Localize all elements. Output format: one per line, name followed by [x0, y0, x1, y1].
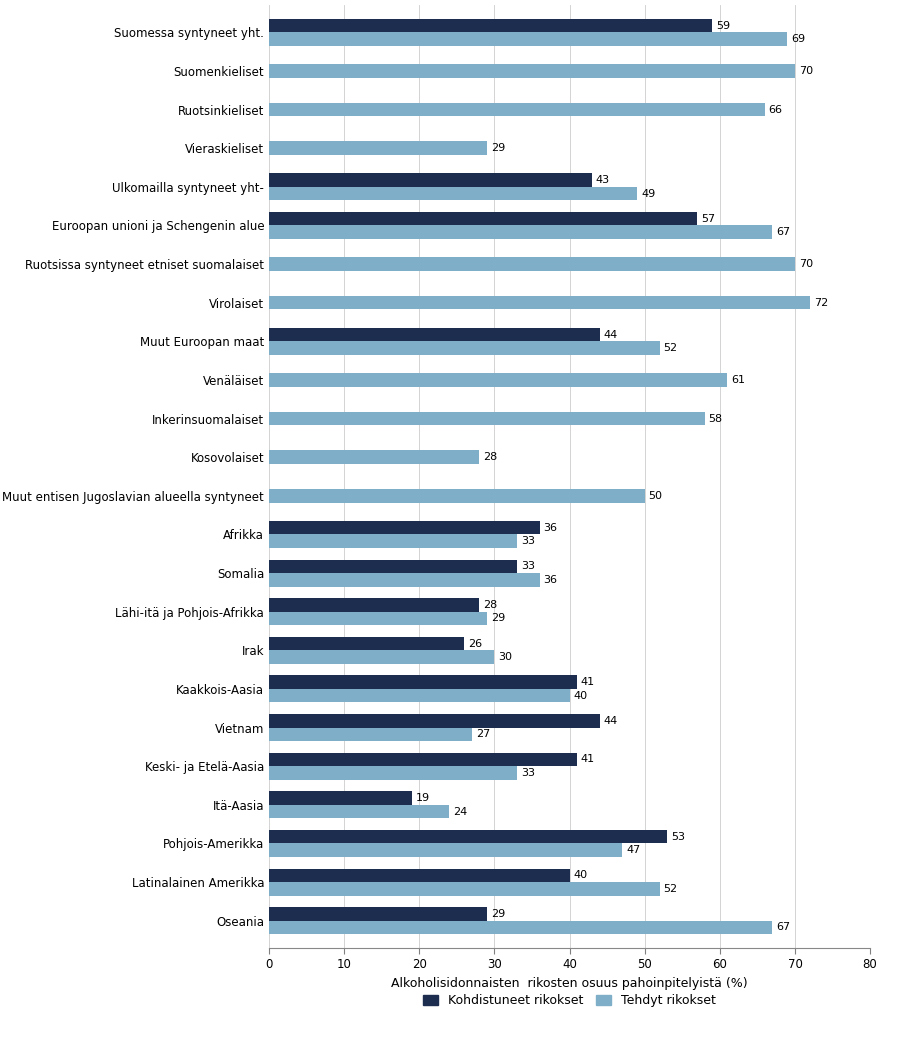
Bar	[269, 651, 494, 663]
Text: 24: 24	[453, 807, 467, 816]
Text: 26: 26	[468, 638, 483, 649]
Bar	[269, 296, 810, 310]
X-axis label: Alkoholisidonnaisten  rikosten osuus pahoinpitelyistä (%): Alkoholisidonnaisten rikosten osuus paho…	[391, 977, 748, 990]
Text: 43: 43	[596, 175, 610, 185]
Text: 19: 19	[415, 793, 430, 803]
Text: 49: 49	[641, 188, 655, 199]
Bar	[269, 412, 705, 425]
Text: 33: 33	[521, 536, 535, 547]
Bar	[269, 882, 659, 895]
Text: 28: 28	[483, 452, 498, 462]
Text: 40: 40	[573, 691, 588, 700]
Bar	[269, 637, 465, 651]
Bar	[269, 869, 570, 882]
Text: 47: 47	[626, 846, 640, 855]
Bar	[269, 257, 795, 271]
Text: 61: 61	[731, 375, 745, 385]
Bar	[269, 373, 727, 386]
Text: 58: 58	[709, 414, 723, 423]
Text: 69: 69	[791, 34, 806, 44]
Bar	[269, 907, 487, 920]
Text: 29: 29	[491, 143, 505, 153]
Bar	[269, 141, 487, 155]
Text: 40: 40	[573, 870, 588, 880]
Bar	[269, 103, 765, 116]
Text: 29: 29	[491, 909, 505, 919]
Text: 66: 66	[769, 104, 783, 115]
Bar	[269, 186, 637, 200]
Text: 44: 44	[604, 716, 618, 726]
Text: 33: 33	[521, 768, 535, 778]
Text: 41: 41	[581, 754, 595, 764]
Bar	[269, 327, 599, 341]
Text: 36: 36	[544, 575, 557, 584]
Bar	[269, 33, 788, 46]
Bar	[269, 675, 577, 689]
Text: 52: 52	[664, 883, 677, 894]
Text: 27: 27	[475, 730, 490, 739]
Bar	[269, 341, 659, 355]
Text: 29: 29	[491, 614, 505, 623]
Bar	[269, 612, 487, 625]
Bar	[269, 830, 667, 843]
Text: 30: 30	[498, 652, 512, 662]
Text: 50: 50	[649, 491, 663, 501]
Bar	[269, 64, 795, 78]
Text: 70: 70	[798, 66, 813, 76]
Text: 59: 59	[716, 21, 730, 31]
Bar	[269, 598, 479, 612]
Legend: Kohdistuneet rikokset, Tehdyt rikokset: Kohdistuneet rikokset, Tehdyt rikokset	[418, 989, 721, 1012]
Bar	[269, 920, 772, 934]
Bar	[269, 843, 623, 857]
Bar	[269, 714, 599, 728]
Text: 67: 67	[776, 227, 790, 237]
Text: 57: 57	[701, 214, 715, 223]
Bar	[269, 212, 697, 225]
Text: 67: 67	[776, 922, 790, 932]
Bar	[269, 521, 539, 535]
Bar	[269, 791, 412, 804]
Text: 52: 52	[664, 343, 677, 353]
Text: 33: 33	[521, 561, 535, 572]
Text: 72: 72	[814, 298, 828, 307]
Bar	[269, 489, 645, 502]
Bar	[269, 573, 539, 587]
Bar	[269, 804, 449, 818]
Bar	[269, 19, 712, 33]
Bar	[269, 753, 577, 767]
Text: 44: 44	[604, 330, 618, 339]
Text: 70: 70	[798, 259, 813, 270]
Bar	[269, 689, 570, 702]
Bar	[269, 728, 472, 741]
Text: 28: 28	[483, 600, 498, 610]
Bar	[269, 535, 517, 548]
Bar	[269, 225, 772, 239]
Bar	[269, 767, 517, 779]
Bar	[269, 174, 592, 186]
Text: 53: 53	[671, 832, 685, 841]
Text: 41: 41	[581, 677, 595, 688]
Text: 36: 36	[544, 522, 557, 533]
Bar	[269, 559, 517, 573]
Bar	[269, 451, 479, 464]
